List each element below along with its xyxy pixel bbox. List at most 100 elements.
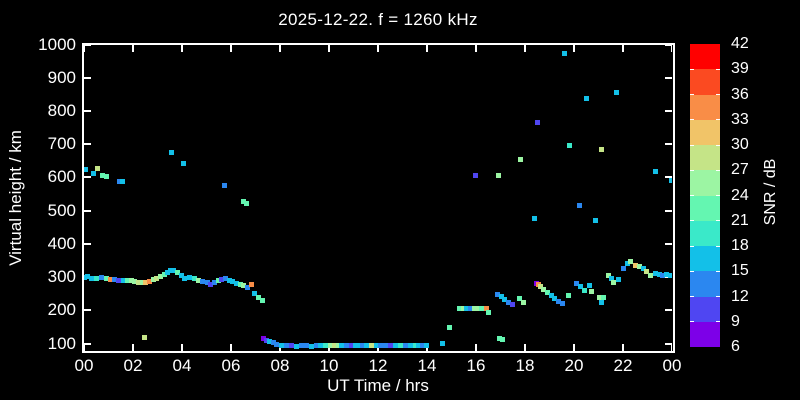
colorbar-segment (690, 271, 720, 297)
y-tick-label: 500 (47, 200, 76, 220)
y-tick (665, 209, 672, 212)
data-point (412, 343, 418, 349)
data-point (187, 275, 193, 281)
data-point (146, 278, 152, 284)
x-tick (426, 45, 428, 52)
data-point (516, 296, 522, 302)
colorbar-tick-label: 30 (731, 136, 749, 153)
data-point (368, 343, 374, 349)
data-point (284, 343, 290, 349)
colorbar-notch (690, 195, 694, 196)
x-tick-label: 16 (466, 356, 486, 375)
y-tick (84, 45, 91, 46)
data-point (586, 283, 592, 289)
data-point (168, 150, 174, 156)
data-point (135, 279, 141, 285)
chart-title: 2025-12-22. f = 1260 kHz (278, 10, 478, 29)
data-point (248, 281, 254, 287)
data-point (472, 172, 478, 178)
x-tick-label: 02 (123, 356, 143, 375)
data-point (606, 273, 612, 279)
data-point (263, 337, 269, 343)
y-tick (84, 76, 91, 79)
data-point (393, 343, 399, 349)
data-point (478, 306, 484, 312)
data-point (652, 168, 658, 174)
x-tick (524, 45, 526, 52)
colorbar-notch (690, 321, 694, 323)
colorbar-tick-label: 39 (731, 60, 749, 78)
data-point (143, 279, 149, 285)
data-point (260, 335, 266, 341)
data-point (349, 343, 355, 349)
data-point (383, 343, 389, 349)
x-tick (132, 344, 134, 351)
x-tick (132, 45, 134, 52)
data-point (509, 301, 515, 307)
data-point (398, 343, 404, 349)
x-tick (671, 45, 672, 52)
colorbar-tick-label: 33 (731, 110, 749, 128)
data-point (111, 277, 117, 283)
data-point (494, 291, 500, 297)
data-point (598, 299, 604, 305)
data-point (84, 274, 90, 280)
data-point (388, 343, 394, 349)
colorbar-segment (690, 321, 720, 347)
data-point (103, 276, 109, 282)
colorbar-segment (690, 94, 720, 120)
data-point (545, 290, 551, 295)
data-point (656, 272, 662, 278)
colorbar-notch (690, 296, 694, 297)
data-point (181, 161, 187, 167)
data-point (308, 343, 314, 349)
colorbar-tick-label: 12 (731, 287, 749, 305)
data-point (154, 276, 160, 282)
x-tick-label: 10 (319, 356, 339, 375)
data-point (565, 292, 571, 298)
colorbar-title: SNR / dB (762, 158, 779, 226)
data-point (182, 275, 188, 281)
x-tick-label: 04 (172, 356, 192, 375)
data-point (293, 343, 299, 349)
y-tick (665, 242, 672, 245)
data-point (502, 296, 508, 302)
data-point (520, 299, 526, 305)
x-tick (181, 45, 183, 52)
y-tick (84, 109, 91, 112)
data-point (584, 95, 590, 101)
data-point (226, 278, 232, 284)
data-point (99, 172, 105, 178)
y-tick (84, 242, 91, 245)
x-tick (573, 45, 575, 52)
data-point (581, 287, 587, 293)
data-point (84, 167, 89, 173)
data-point (505, 299, 511, 305)
x-tick (377, 45, 379, 52)
x-tick-label: 14 (417, 356, 437, 375)
colorbar-notch (716, 321, 720, 323)
y-tick (84, 209, 91, 212)
x-tick (622, 344, 624, 351)
data-point (222, 276, 228, 282)
x-tick (230, 344, 232, 351)
data-point (559, 300, 565, 306)
x-tick-label: 06 (221, 356, 241, 375)
data-point (378, 343, 384, 349)
x-tick-label: 00 (74, 356, 94, 375)
x-tick (524, 344, 526, 351)
data-point (464, 305, 470, 311)
colorbar-tick-label: 42 (731, 35, 749, 52)
data-point (628, 258, 634, 264)
data-point (139, 280, 145, 286)
data-point (99, 275, 105, 281)
data-point (104, 173, 110, 179)
data-point (652, 270, 658, 276)
y-tick-label: 100 (47, 333, 76, 353)
x-tick-label: 18 (515, 356, 535, 375)
colorbar-segment (690, 296, 720, 322)
colorbar-segment (690, 44, 720, 70)
y-tick-label: 200 (47, 300, 76, 320)
colorbar-notch (690, 270, 694, 272)
data-point (241, 283, 247, 289)
